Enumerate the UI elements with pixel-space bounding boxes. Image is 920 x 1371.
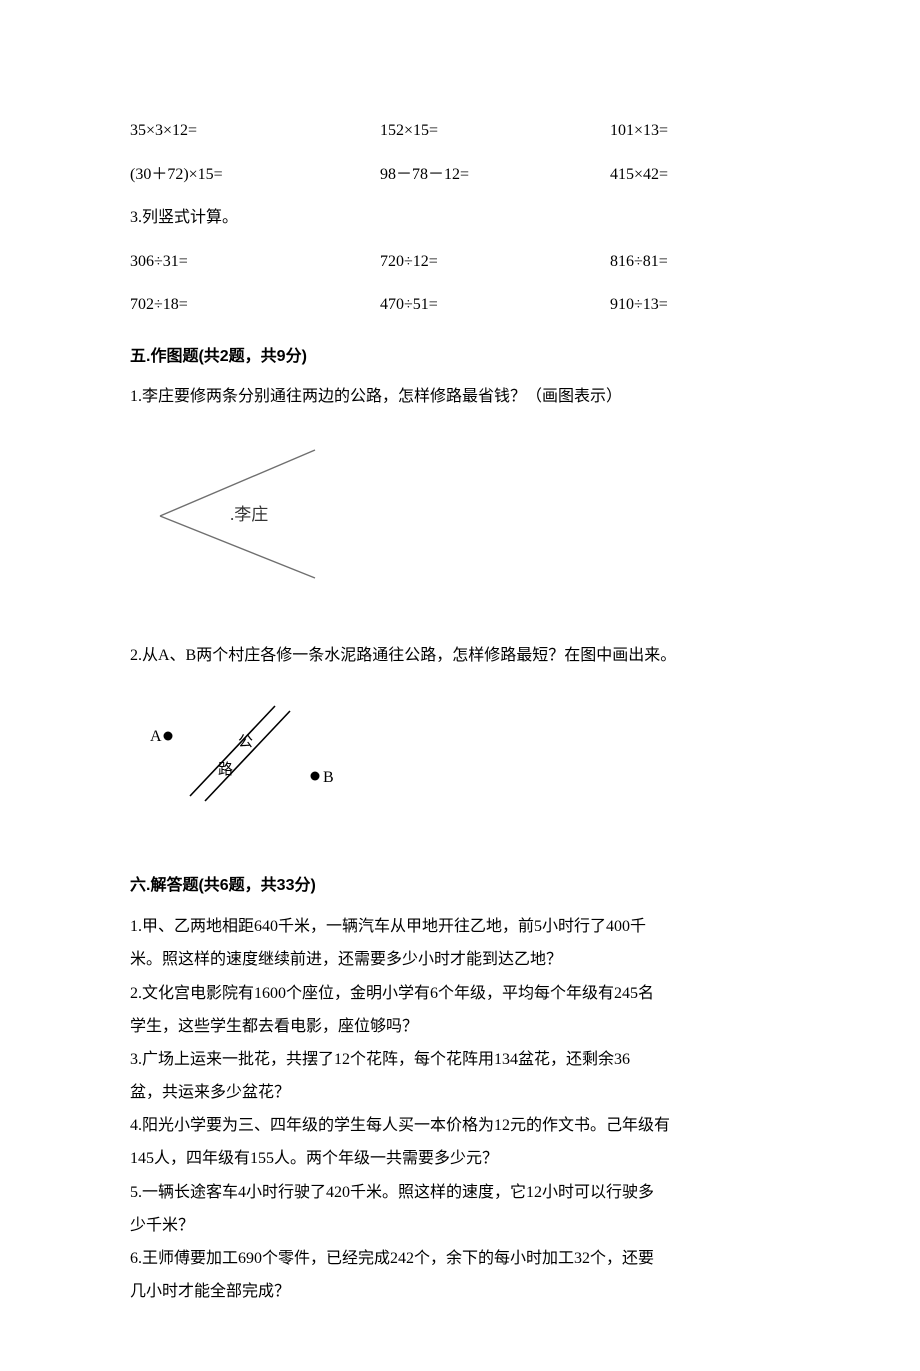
calc-cell: 470÷51= <box>380 292 610 318</box>
calc-row: 35×3×12= 152×15= 101×13= <box>130 118 810 144</box>
q3-line2: 盆，共运来多少盆花？ <box>130 1079 810 1106</box>
q1-line2: 米。照这样的速度继续前进，还需要多少小时才能到达乙地？ <box>130 946 810 973</box>
point-a-label: A <box>150 728 162 745</box>
q5-line2: 少千米？ <box>130 1212 810 1239</box>
calc-cell: 101×13= <box>610 118 810 144</box>
calc-cell: 35×3×12= <box>130 118 380 144</box>
calc-cell: 415×42= <box>610 162 810 188</box>
calc-cell: 98－78－12= <box>380 162 610 188</box>
q2-line2: 学生，这些学生都去看电影，座位够吗？ <box>130 1013 810 1040</box>
q6-line1: 6.王师傅要加工690个零件，已经完成242个，余下的每小时加工32个，还要 <box>130 1245 810 1272</box>
section5-title: 五.作图题(共2题，共9分) <box>130 342 810 366</box>
calc-cell: (30＋72)×15= <box>130 162 380 188</box>
calc-cell: 816÷81= <box>610 249 810 275</box>
point-b-dot <box>311 772 320 781</box>
point-b-label: B <box>323 769 334 786</box>
q3-line1: 3.广场上运来一批花，共摆了12个花阵，每个花阵用134盆花，还剩余36 <box>130 1046 810 1073</box>
calc-cell: 152×15= <box>380 118 610 144</box>
figure-ab-road: A B 公 路 <box>130 696 810 821</box>
vertical-calc-heading: 3.列竖式计算。 <box>130 205 810 231</box>
road-label-1: 公 <box>238 734 253 750</box>
section6-questions: 1.甲、乙两地相距640千米，一辆汽车从甲地开往乙地，前5小时行了400千 米。… <box>130 913 810 1305</box>
figure-lizhuang: .李庄 <box>130 438 810 593</box>
road-line-a <box>190 706 275 796</box>
calc-cell: 910÷13= <box>610 292 810 318</box>
section5-q1: 1.李庄要修两条分别通往两边的公路，怎样修路最省钱？（画图表示） <box>130 384 810 410</box>
calc-row: (30＋72)×15= 98－78－12= 415×42= <box>130 162 810 188</box>
q4-line1: 4.阳光小学要为三、四年级的学生每人买一本价格为12元的作文书。己年级有 <box>130 1112 810 1139</box>
q6-line2: 几小时才能全部完成？ <box>130 1278 810 1305</box>
road-line-b <box>205 711 290 801</box>
section6-title: 六.解答题(共6题，共33分) <box>130 871 810 895</box>
q4-line2: 145人，四年级有155人。两个年级一共需要多少元？ <box>130 1145 810 1172</box>
calc-row: 702÷18= 470÷51= 910÷13= <box>130 292 810 318</box>
q1-line1: 1.甲、乙两地相距640千米，一辆汽车从甲地开往乙地，前5小时行了400千 <box>130 913 810 940</box>
road-label-2: 路 <box>218 761 233 778</box>
calc-cell: 720÷12= <box>380 249 610 275</box>
q2-line1: 2.文化宫电影院有1600个座位，金明小学有6个年级，平均每个年级有245名 <box>130 980 810 1007</box>
point-a-dot <box>164 732 173 741</box>
calc-cell: 306÷31= <box>130 249 380 275</box>
calc-row: 306÷31= 720÷12= 816÷81= <box>130 249 810 275</box>
q5-line1: 5.一辆长途客车4小时行驶了420千米。照这样的速度，它12小时可以行驶多 <box>130 1179 810 1206</box>
section5-q2: 2.从A、B两个村庄各修一条水泥路通往公路，怎样修路最短？在图中画出来。 <box>130 643 810 669</box>
road-line-lower <box>160 516 315 578</box>
calc-cell: 702÷18= <box>130 292 380 318</box>
lizhuang-label: .李庄 <box>230 505 268 524</box>
